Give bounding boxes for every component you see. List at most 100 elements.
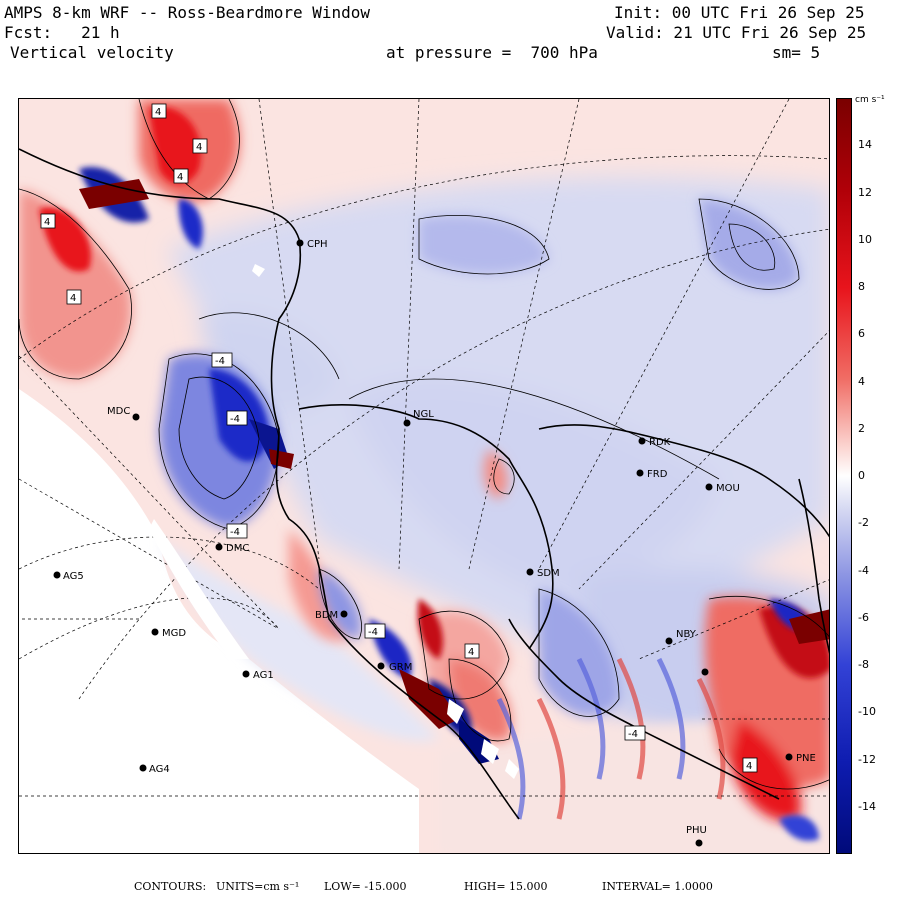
- station-rdk[interactable]: RDK: [638, 437, 671, 448]
- contour-label-box: 4: [742, 757, 758, 773]
- contour-lines: [19, 99, 829, 790]
- contour-label-text: 4: [196, 142, 202, 153]
- contour-label-box: 4: [151, 103, 167, 119]
- station-grm[interactable]: GRM: [377, 662, 413, 673]
- station-mgd[interactable]: MGD: [151, 628, 187, 639]
- station-label: MOU: [716, 483, 740, 494]
- station-marker-icon: [242, 670, 250, 678]
- station-label: MDC: [107, 406, 130, 417]
- station-marker-icon: [340, 610, 348, 618]
- station-dmc[interactable]: DMC: [215, 543, 250, 554]
- contour-label-box: -4: [211, 352, 233, 368]
- station-pne[interactable]: PNE: [785, 753, 816, 764]
- ross-ice-shelf-region: [19, 389, 419, 853]
- station-marker-icon: [785, 753, 793, 761]
- station-ag1[interactable]: AG1: [242, 670, 274, 681]
- station-phu[interactable]: PHU: [686, 825, 707, 847]
- contour-label-text: -4: [368, 627, 378, 638]
- color-scale-tick-label: -4: [858, 563, 869, 577]
- color-scale-tick-label: 10: [858, 232, 872, 246]
- contours-low: LOW= -15.000: [324, 880, 407, 893]
- init-time: Init: 00 UTC Fri 26 Sep 25: [614, 3, 865, 22]
- station-label: PNE: [796, 753, 816, 764]
- station-label: AG1: [253, 670, 274, 681]
- color-scale-units: cm s⁻¹: [855, 95, 885, 105]
- station-bdm[interactable]: BDM: [315, 610, 348, 621]
- station-unlabeled[interactable]: [701, 668, 709, 676]
- contour-label-box: -4: [364, 623, 386, 639]
- station-label: MGD: [162, 628, 186, 639]
- valid-time: Valid: 21 UTC Fri 26 Sep 25: [606, 23, 867, 42]
- station-marker-icon: [636, 469, 644, 477]
- color-scale-tick-label: -12: [858, 752, 876, 766]
- graticule: [19, 99, 829, 797]
- product-title: AMPS 8-km WRF -- Ross-Beardmore Window: [4, 3, 371, 22]
- station-marker-icon: [638, 437, 646, 445]
- contour-label-text: 4: [44, 217, 50, 228]
- gravity-wave-streaks: [496, 657, 726, 820]
- contour-label-text: -4: [215, 356, 225, 367]
- station-nby[interactable]: NBY: [665, 629, 697, 645]
- station-marker-icon: [665, 637, 673, 645]
- station-marker-icon: [403, 419, 411, 427]
- contour-label-box: 4: [192, 138, 208, 154]
- color-scale-tick-label: -14: [858, 799, 876, 813]
- color-scale-tick-label: 6: [858, 327, 865, 341]
- contour-label-text: 4: [468, 647, 474, 658]
- color-scale-tick-label: 8: [858, 280, 865, 293]
- contour-label-box: 4: [66, 289, 82, 305]
- color-scale-tick-label: -8: [858, 658, 869, 671]
- contour-label-box: 4: [464, 643, 480, 659]
- stations: CPH MDC NGL RDK FRD MOU SDM DMC AG5 MGD …: [53, 239, 816, 847]
- contours-heading: CONTOURS:: [134, 880, 207, 893]
- station-marker-icon: [53, 571, 61, 579]
- color-scale-tick-label: 14: [858, 138, 872, 152]
- color-scale-tick-label: -10: [858, 705, 876, 719]
- station-label: NGL: [413, 409, 434, 420]
- station-cph[interactable]: CPH: [296, 239, 328, 250]
- station-sdm[interactable]: SDM: [526, 568, 560, 579]
- station-marker-icon: [526, 568, 534, 576]
- contour-label-text: 4: [177, 172, 183, 183]
- station-label: GRM: [389, 662, 412, 673]
- contours-interval: INTERVAL= 1.0000: [602, 880, 713, 893]
- contour-label-text: -4: [230, 414, 240, 425]
- station-marker-icon: [132, 413, 140, 421]
- station-marker-icon: [377, 662, 385, 670]
- color-scale-gradient: [837, 99, 851, 853]
- station-mou[interactable]: MOU: [705, 483, 740, 494]
- contours-high: HIGH= 15.000: [464, 880, 548, 893]
- pressure-level: at pressure = 700 hPa: [386, 43, 598, 62]
- color-scale-tick-label: 2: [858, 421, 865, 435]
- contour-label-box: 4: [173, 168, 189, 184]
- station-ngl[interactable]: NGL: [403, 409, 435, 427]
- contour-label-box: -4: [624, 725, 646, 741]
- vertical-velocity-map: 4 4 4 4 4 -4 -4 -4 -4 -4 4 4 CPH MDC NGL…: [19, 99, 829, 853]
- forecast-hour: Fcst: 21 h: [4, 23, 120, 42]
- contour-label-box: 4: [40, 213, 56, 229]
- station-frd[interactable]: FRD: [636, 469, 668, 480]
- station-label: RDK: [649, 437, 671, 448]
- station-label: AG5: [63, 571, 84, 582]
- station-label: BDM: [315, 610, 338, 621]
- station-marker-icon: [215, 543, 223, 551]
- station-label: PHU: [686, 825, 707, 836]
- contour-label-box: -4: [226, 410, 248, 426]
- map-panel[interactable]: 4 4 4 4 4 -4 -4 -4 -4 -4 4 4 CPH MDC NGL…: [18, 98, 830, 854]
- station-marker-icon: [701, 668, 709, 676]
- station-label: AG4: [149, 764, 170, 775]
- station-marker-icon: [151, 628, 159, 636]
- station-label: FRD: [647, 469, 668, 480]
- station-marker-icon: [139, 764, 147, 772]
- shelf-edge-mask: [149, 519, 249, 659]
- station-mdc[interactable]: MDC: [107, 406, 140, 421]
- terrain-mask: [252, 264, 519, 779]
- station-ag5[interactable]: AG5: [53, 571, 84, 582]
- coastline: [19, 148, 829, 820]
- contour-value-labels: 4 4 4 4 4 -4 -4 -4 -4 -4 4 4: [40, 103, 758, 773]
- color-scale-tick-label: -6: [858, 610, 869, 624]
- station-ag4[interactable]: AG4: [139, 764, 170, 775]
- station-marker-icon: [296, 239, 304, 247]
- color-scale-tick-label: 4: [858, 374, 865, 388]
- station-label: SDM: [537, 568, 560, 579]
